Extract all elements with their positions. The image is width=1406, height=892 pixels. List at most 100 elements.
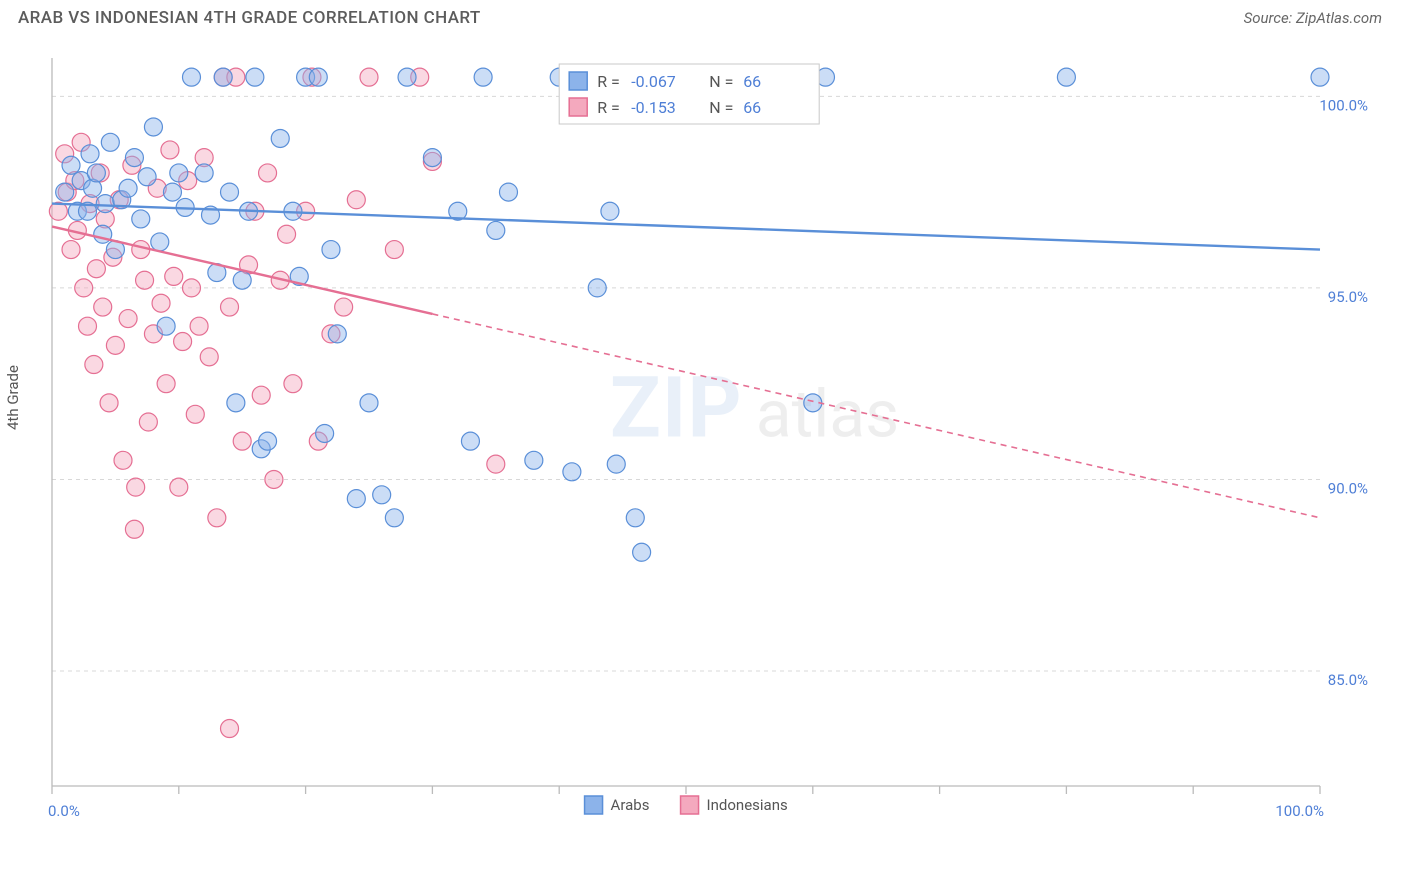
data-point-arabs <box>138 168 156 186</box>
legend-r-label: R = <box>597 72 620 91</box>
data-point-arabs <box>233 271 251 289</box>
data-point-arabs <box>87 164 105 182</box>
data-point-indonesians <box>221 298 239 316</box>
data-point-arabs <box>588 279 606 297</box>
scatter-chart: 85.0%90.0%95.0%100.0%0.0%100.0%ZIPatlasR… <box>46 52 1376 832</box>
data-point-arabs <box>132 210 150 228</box>
data-point-arabs <box>125 149 143 167</box>
data-point-arabs <box>316 424 334 442</box>
legend-n-label: N = <box>709 72 733 91</box>
data-point-indonesians <box>139 413 157 431</box>
data-point-indonesians <box>182 279 200 297</box>
data-point-indonesians <box>284 375 302 393</box>
data-point-arabs <box>487 221 505 239</box>
data-point-indonesians <box>85 356 103 374</box>
data-point-indonesians <box>252 386 270 404</box>
legend-r-label: R = <box>597 98 620 117</box>
data-point-arabs <box>525 451 543 469</box>
legend-r-value: -0.067 <box>631 72 676 91</box>
y-tick-label: 100.0% <box>1319 96 1368 114</box>
data-point-indonesians <box>360 68 378 86</box>
data-point-arabs <box>563 463 581 481</box>
watermark-zip: ZIP <box>610 359 743 458</box>
data-point-indonesians <box>208 509 226 527</box>
data-point-indonesians <box>106 336 124 354</box>
data-point-arabs <box>182 68 200 86</box>
legend-swatch <box>569 72 587 90</box>
data-point-indonesians <box>170 478 188 496</box>
data-point-arabs <box>474 68 492 86</box>
data-point-arabs <box>347 490 365 508</box>
y-tick-label: 90.0% <box>1328 479 1368 497</box>
legend-n-value: 66 <box>743 72 761 91</box>
data-point-arabs <box>607 455 625 473</box>
data-point-arabs <box>144 118 162 136</box>
data-point-indonesians <box>94 298 112 316</box>
data-point-arabs <box>373 486 391 504</box>
data-point-indonesians <box>265 470 283 488</box>
data-point-indonesians <box>152 294 170 312</box>
data-point-arabs <box>398 68 416 86</box>
data-point-arabs <box>119 179 137 197</box>
data-point-indonesians <box>119 310 137 328</box>
data-point-indonesians <box>335 298 353 316</box>
data-point-arabs <box>81 145 99 163</box>
data-point-arabs <box>633 543 651 561</box>
data-point-arabs <box>385 509 403 527</box>
data-point-arabs <box>214 68 232 86</box>
data-point-arabs <box>360 394 378 412</box>
series-legend-label: Arabs <box>611 796 650 814</box>
chart-title: ARAB VS INDONESIAN 4TH GRADE CORRELATION… <box>18 8 481 28</box>
data-point-arabs <box>322 241 340 259</box>
trend-line-extrapolated <box>432 314 1320 518</box>
data-point-indonesians <box>100 394 118 412</box>
trend-line <box>52 204 1320 250</box>
data-point-indonesians <box>136 271 154 289</box>
watermark-atlas: atlas <box>756 377 900 454</box>
source-label: Source: ZipAtlas.com <box>1244 9 1382 27</box>
y-tick-label: 85.0% <box>1328 671 1368 689</box>
data-point-arabs <box>195 164 213 182</box>
data-point-arabs <box>101 133 119 151</box>
data-point-indonesians <box>165 267 183 285</box>
data-point-arabs <box>423 149 441 167</box>
data-point-arabs <box>56 183 74 201</box>
series-legend-swatch <box>681 796 699 814</box>
data-point-arabs <box>157 317 175 335</box>
data-point-indonesians <box>385 241 403 259</box>
legend-swatch <box>569 98 587 116</box>
data-point-arabs <box>601 202 619 220</box>
data-point-arabs <box>170 164 188 182</box>
data-point-indonesians <box>62 241 80 259</box>
data-point-indonesians <box>278 225 296 243</box>
data-point-indonesians <box>157 375 175 393</box>
legend-r-value: -0.153 <box>631 98 676 117</box>
data-point-arabs <box>461 432 479 450</box>
data-point-arabs <box>151 233 169 251</box>
data-point-indonesians <box>161 141 179 159</box>
data-point-arabs <box>328 325 346 343</box>
data-point-indonesians <box>174 333 192 351</box>
data-point-indonesians <box>114 451 132 469</box>
data-point-indonesians <box>200 348 218 366</box>
data-point-indonesians <box>125 520 143 538</box>
data-point-arabs <box>309 68 327 86</box>
data-point-arabs <box>246 68 264 86</box>
data-point-arabs <box>96 195 114 213</box>
series-legend-swatch <box>585 796 603 814</box>
x-tick-label: 100.0% <box>1275 802 1324 820</box>
data-point-indonesians <box>487 455 505 473</box>
data-point-indonesians <box>87 260 105 278</box>
data-point-indonesians <box>259 164 277 182</box>
data-point-indonesians <box>75 279 93 297</box>
data-point-arabs <box>221 183 239 201</box>
data-point-indonesians <box>347 191 365 209</box>
series-legend-label: Indonesians <box>707 796 788 814</box>
data-point-arabs <box>163 183 181 201</box>
data-point-arabs <box>227 394 245 412</box>
legend-n-value: 66 <box>743 98 761 117</box>
data-point-arabs <box>626 509 644 527</box>
legend-n-label: N = <box>709 98 733 117</box>
data-point-indonesians <box>221 720 239 738</box>
data-point-indonesians <box>127 478 145 496</box>
